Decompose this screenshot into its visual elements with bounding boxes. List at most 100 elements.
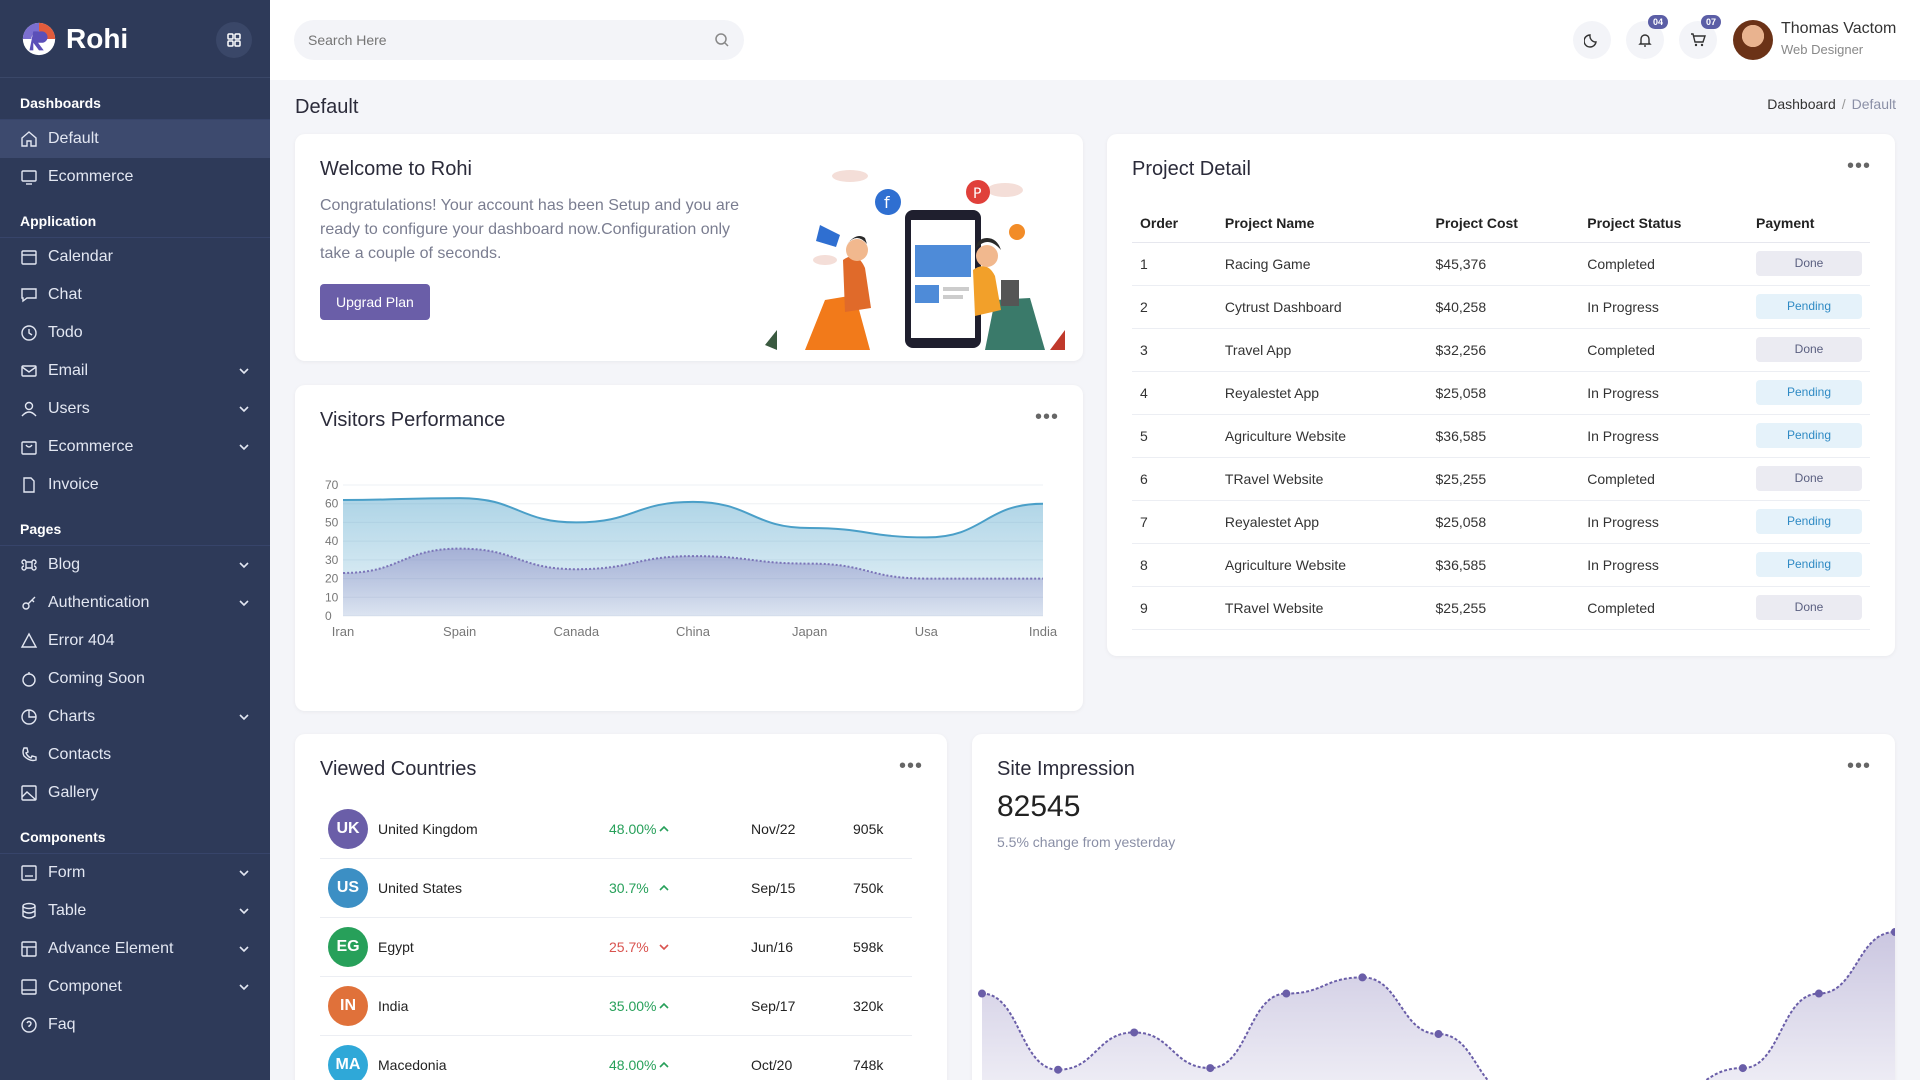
payment-badge[interactable]: Done	[1756, 337, 1862, 362]
project-status-cell: In Progress	[1579, 285, 1748, 329]
country-name: Egypt	[378, 939, 414, 955]
payment-cell: Done	[1748, 457, 1870, 501]
chevron-down-icon[interactable]	[238, 943, 250, 955]
payment-badge[interactable]: Pending	[1756, 294, 1862, 319]
more-menu-icon[interactable]: •••	[1846, 755, 1871, 777]
table-row: 4 Reyalestet App $25,058 In Progress Pen…	[1132, 371, 1870, 415]
sidebar-item-contacts[interactable]: Contacts	[0, 736, 270, 774]
country-avatar: MA	[328, 1045, 368, 1080]
image-icon	[20, 784, 38, 802]
sidebar-item-label: Email	[48, 362, 89, 379]
more-menu-icon[interactable]: •••	[898, 755, 923, 777]
breadcrumb-link[interactable]: Dashboard	[1767, 96, 1836, 112]
cart-button[interactable]: 07	[1679, 15, 1721, 59]
payment-badge[interactable]: Pending	[1756, 509, 1862, 534]
payment-badge[interactable]: Pending	[1756, 423, 1862, 448]
order-cell: 1	[1132, 242, 1217, 286]
sidebar-item-advance-element[interactable]: Advance Element	[0, 930, 270, 968]
project-cost-cell: $36,585	[1427, 543, 1580, 587]
table-row: 2 Cytrust Dashboard $40,258 In Progress …	[1132, 285, 1870, 329]
help-icon	[20, 1016, 38, 1034]
arrow-up-icon	[659, 884, 669, 891]
sidebar-item-error-404[interactable]: Error 404	[0, 622, 270, 660]
more-menu-icon[interactable]: •••	[1034, 406, 1059, 428]
visitors-card: Visitors Performance ••• 0 10 20 30 40 50 60 70…	[295, 385, 1083, 711]
sidebar-item-invoice[interactable]: Invoice	[0, 466, 270, 504]
sidebar-item-todo[interactable]: Todo	[0, 314, 270, 352]
country-percent: 25.7%	[609, 939, 649, 955]
sidebar-item-blog[interactable]: Blog	[0, 546, 270, 584]
brand: Rohi	[0, 0, 270, 78]
sidebar-item-componet[interactable]: Componet	[0, 968, 270, 1006]
search-input[interactable]	[308, 32, 708, 48]
chevron-down-icon[interactable]	[238, 981, 250, 993]
notifications-badge: 04	[1647, 15, 1668, 29]
sidebar-item-charts[interactable]: Charts	[0, 698, 270, 736]
mail-icon	[20, 362, 38, 380]
sidebar-item-ecommerce[interactable]: Ecommerce	[0, 158, 270, 196]
dark-mode-button[interactable]	[1573, 21, 1611, 59]
chevron-down-icon[interactable]	[238, 597, 250, 609]
project-status-cell: Completed	[1579, 328, 1748, 372]
sidebar-item-table[interactable]: Table	[0, 892, 270, 930]
payment-badge[interactable]: Done	[1756, 466, 1862, 491]
chevron-down-icon[interactable]	[238, 867, 250, 879]
sidebar-item-users[interactable]: Users	[0, 390, 270, 428]
notifications-button[interactable]: 04	[1626, 15, 1668, 59]
chevron-down-icon[interactable]	[238, 365, 250, 377]
search-icon[interactable]	[714, 32, 730, 48]
sidebar-item-label: Blog	[48, 556, 81, 573]
project-cost-cell: $25,255	[1427, 586, 1580, 630]
project-status-cell: Completed	[1579, 457, 1748, 501]
sidebar-item-gallery[interactable]: Gallery	[0, 774, 270, 812]
sidebar-item-coming-soon[interactable]: Coming Soon	[0, 660, 270, 698]
sidebar-item-email[interactable]: Email	[0, 352, 270, 390]
chevron-down-icon[interactable]	[238, 905, 250, 917]
payment-badge[interactable]: Done	[1756, 251, 1862, 276]
chevron-down-icon[interactable]	[238, 711, 250, 723]
sidebar-item-ecommerce[interactable]: Ecommerce	[0, 428, 270, 466]
sidebar-item-label: Advance Element	[48, 940, 174, 957]
chevron-down-icon[interactable]	[238, 403, 250, 415]
project-cost-cell: $32,256	[1427, 328, 1580, 372]
project-title: Project Detail	[1132, 158, 1251, 180]
arrow-up-icon	[659, 825, 669, 832]
list-item: MA Macedonia 48.00% Oct/20 748k	[320, 1036, 912, 1080]
sidebar-item-faq[interactable]: Faq	[0, 1006, 270, 1044]
order-cell: 4	[1132, 371, 1217, 415]
payment-badge[interactable]: Done	[1756, 595, 1862, 620]
x-tick-label: India	[1029, 624, 1058, 639]
sidebar-item-calendar[interactable]: Calendar	[0, 238, 270, 276]
avatar[interactable]	[1733, 20, 1773, 60]
calendar-icon	[20, 248, 38, 266]
more-menu-icon[interactable]: •••	[1846, 155, 1871, 177]
data-point	[1814, 989, 1823, 998]
impression-subtitle: 5.5% change from yesterday	[997, 834, 1176, 850]
sidebar-item-form[interactable]: Form	[0, 854, 270, 892]
payment-badge[interactable]: Pending	[1756, 552, 1862, 577]
country-avatar: EG	[328, 927, 368, 967]
y-tick-label: 10	[325, 590, 339, 604]
y-tick-label: 50	[325, 515, 339, 529]
site-impression-card: Site Impression ••• 82545 5.5% change fr…	[972, 734, 1895, 1080]
sidebar-item-authentication[interactable]: Authentication	[0, 584, 270, 622]
country-date: Jun/16	[751, 939, 794, 955]
chevron-down-icon[interactable]	[238, 441, 250, 453]
chevron-down-icon[interactable]	[238, 559, 250, 571]
sidebar-item-label: Ecommerce	[48, 168, 134, 185]
project-status-cell: In Progress	[1579, 371, 1748, 415]
welcome-title: Welcome to Rohi	[320, 158, 472, 180]
payment-badge[interactable]: Pending	[1756, 380, 1862, 405]
moon-icon	[1584, 34, 1597, 48]
user-name[interactable]: Thomas Vactom	[1781, 20, 1897, 37]
sidebar-item-default[interactable]: Default	[0, 120, 270, 158]
table-row: 6 TRavel Website $25,255 Completed Done	[1132, 457, 1870, 501]
grid-menu-button[interactable]	[216, 22, 252, 58]
svg-text:P: P	[973, 186, 981, 202]
list-item: EG Egypt 25.7% Jun/16 598k	[320, 918, 912, 977]
upgrade-plan-button[interactable]: Upgrad Plan	[320, 284, 430, 320]
project-cost-cell: $25,255	[1427, 457, 1580, 501]
sidebar-item-chat[interactable]: Chat	[0, 276, 270, 314]
list-item: IN India 35.00% Sep/17 320k	[320, 977, 912, 1036]
country-percent: 48.00%	[609, 1057, 657, 1073]
